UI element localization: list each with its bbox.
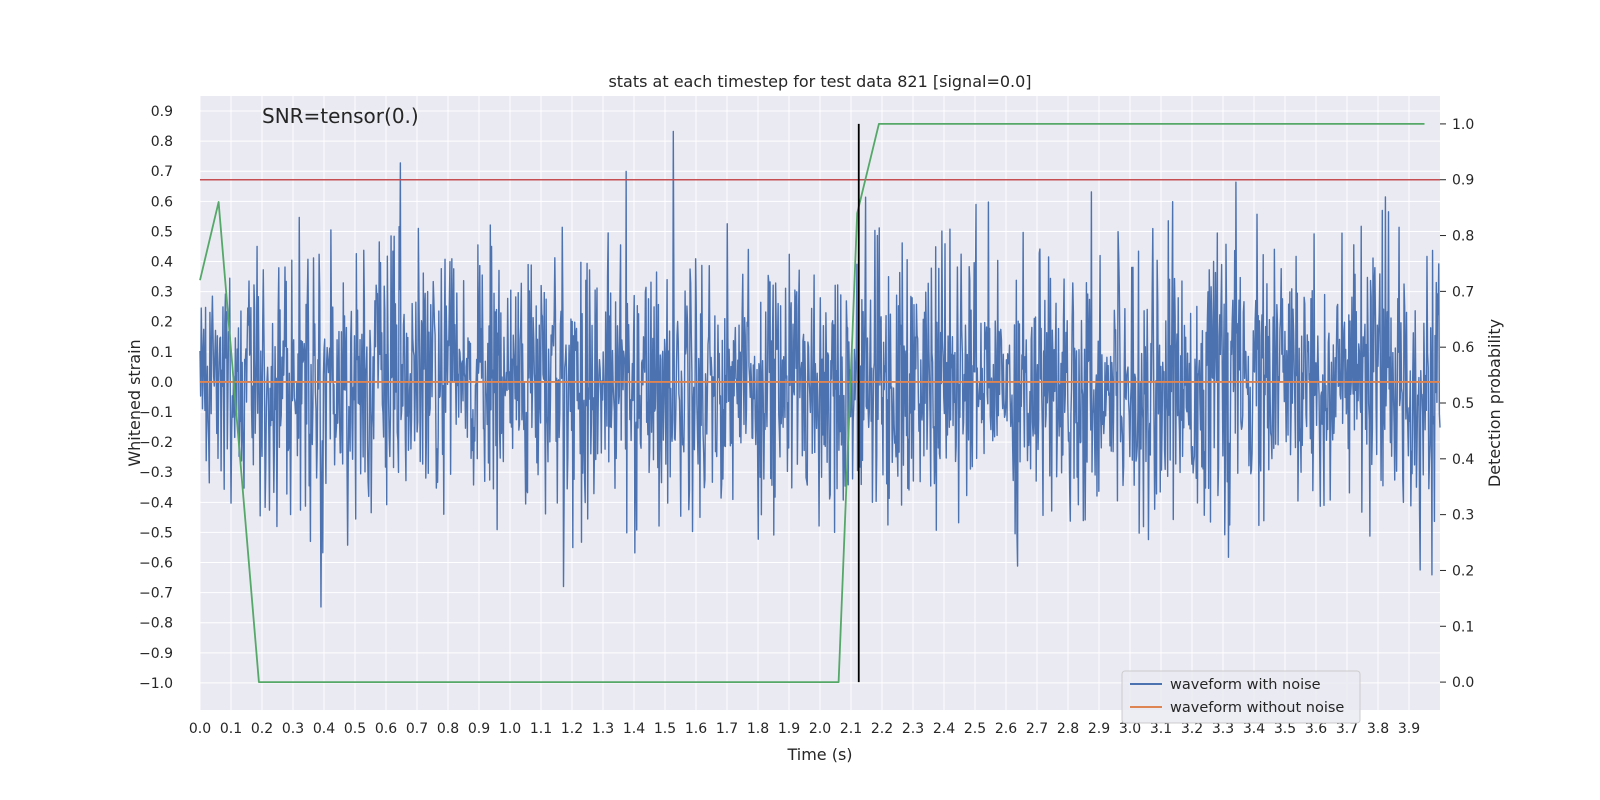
series-waveform-with-noise [199, 130, 1441, 608]
x-tick-label: 1.1 [530, 721, 552, 737]
y-tick-label: −0.1 [139, 405, 173, 421]
snr-annotation: SNR=tensor(0.) [262, 104, 419, 128]
y-tick-label: 0.2 [151, 315, 173, 331]
x-tick-label: 1.5 [654, 721, 676, 737]
y-tick-label: 0.5 [151, 224, 173, 240]
y-tick-label: 0.3 [151, 285, 173, 301]
y-tick-label: 0.1 [151, 345, 173, 361]
x-tick-label: 3.6 [1305, 721, 1327, 737]
y2-tick-label: 0.5 [1452, 396, 1474, 412]
x-tick-label: 1.9 [778, 721, 800, 737]
y2-tick-label: 0.9 [1452, 173, 1474, 189]
x-tick-label: 1.3 [592, 721, 614, 737]
x-tick-label: 3.3 [1212, 721, 1234, 737]
y2-tick-label: 0.2 [1452, 563, 1474, 579]
x-tick-label: 2.8 [1057, 721, 1079, 737]
y-tick-label: −0.2 [139, 435, 173, 451]
y-tick-label: −0.6 [139, 556, 173, 572]
y2-tick-label: 1.0 [1452, 117, 1474, 133]
series-layer [199, 123, 1441, 683]
y-tick-label: −0.4 [139, 495, 173, 511]
y-tick-label: 0.9 [151, 104, 173, 120]
axes-layer: 0.0 0.1 0.2 0.3 0.4 0.5 0.6 0.7 0.8 0.9 1.0 1.1 1.2 1… [139, 104, 1474, 737]
x-tick-label: 0.7 [406, 721, 428, 737]
legend-label-waveform-without-noise: waveform without noise [1170, 700, 1344, 716]
y2-tick-label: 0.0 [1452, 675, 1474, 691]
x-tick-label: 2.6 [995, 721, 1017, 737]
x-tick-label: 1.6 [685, 721, 707, 737]
x-tick-label: 0.5 [344, 721, 366, 737]
y-tick-label: −0.8 [139, 616, 173, 632]
x-tick-label: 2.9 [1088, 721, 1110, 737]
x-tick-label: 0.3 [282, 721, 304, 737]
y-tick-label: 0.4 [151, 255, 173, 271]
x-tick-label: 2.0 [809, 721, 831, 737]
series-detection-probability [199, 123, 1425, 683]
y2-tick-label: 0.6 [1452, 340, 1474, 356]
x-tick-label: 0.0 [189, 721, 211, 737]
x-tick-label: 0.4 [313, 721, 335, 737]
x-tick-label: 3.0 [1119, 721, 1141, 737]
y-tick-label: −0.7 [139, 586, 173, 602]
y-tick-label: 0.6 [151, 194, 173, 210]
x-tick-label: 1.7 [716, 721, 738, 737]
legend-label-waveform-with-noise: waveform with noise [1170, 677, 1321, 693]
y2-tick-label: 0.4 [1452, 452, 1474, 468]
x-tick-label: 2.1 [840, 721, 862, 737]
y-tick-label: 0.8 [151, 134, 173, 150]
legend: waveform with noise waveform without noi… [1121, 670, 1361, 724]
x-tick-label: 3.1 [1150, 721, 1172, 737]
x-tick-label: 1.8 [747, 721, 769, 737]
x-tick-label: 2.4 [933, 721, 955, 737]
x-tick-label: 2.5 [964, 721, 986, 737]
x-tick-label: 3.7 [1336, 721, 1358, 737]
chart-title: stats at each timestep for test data 821… [608, 72, 1031, 91]
x-tick-label: 3.8 [1367, 721, 1389, 737]
x-axis-label: Time (s) [786, 745, 852, 764]
x-tick-label: 3.9 [1398, 721, 1420, 737]
x-tick-label: 0.8 [437, 721, 459, 737]
y-axis-label: Whitened strain [125, 339, 144, 466]
y-tick-label: −0.3 [139, 465, 173, 481]
x-tick-label: 2.3 [902, 721, 924, 737]
y-tick-label: −0.9 [139, 646, 173, 662]
legend-box [1121, 670, 1361, 724]
x-tick-label: 2.2 [871, 721, 893, 737]
x-tick-label: 1.4 [623, 721, 645, 737]
x-tick-label: 3.2 [1181, 721, 1203, 737]
y2-axis-label: Detection probability [1485, 319, 1504, 487]
x-tick-label: 2.7 [1026, 721, 1048, 737]
y-tick-label: −0.5 [139, 525, 173, 541]
y-tick-label: −1.0 [139, 676, 173, 692]
y2-tick-label: 0.7 [1452, 284, 1474, 300]
x-tick-label: 1.0 [499, 721, 521, 737]
y2-tick-label: 0.8 [1452, 229, 1474, 245]
y2-tick-label: 0.1 [1452, 619, 1474, 635]
x-tick-label: 0.6 [375, 721, 397, 737]
x-tick-label: 1.2 [561, 721, 583, 737]
x-tick-label: 0.1 [220, 721, 242, 737]
x-tick-label: 3.4 [1243, 721, 1265, 737]
x-tick-label: 0.2 [251, 721, 273, 737]
y-tick-label: 0.0 [151, 375, 173, 391]
y2-tick-label: 0.3 [1452, 508, 1474, 524]
x-tick-label: 0.9 [468, 721, 490, 737]
x-tick-label: 3.5 [1274, 721, 1296, 737]
y-tick-label: 0.7 [151, 164, 173, 180]
